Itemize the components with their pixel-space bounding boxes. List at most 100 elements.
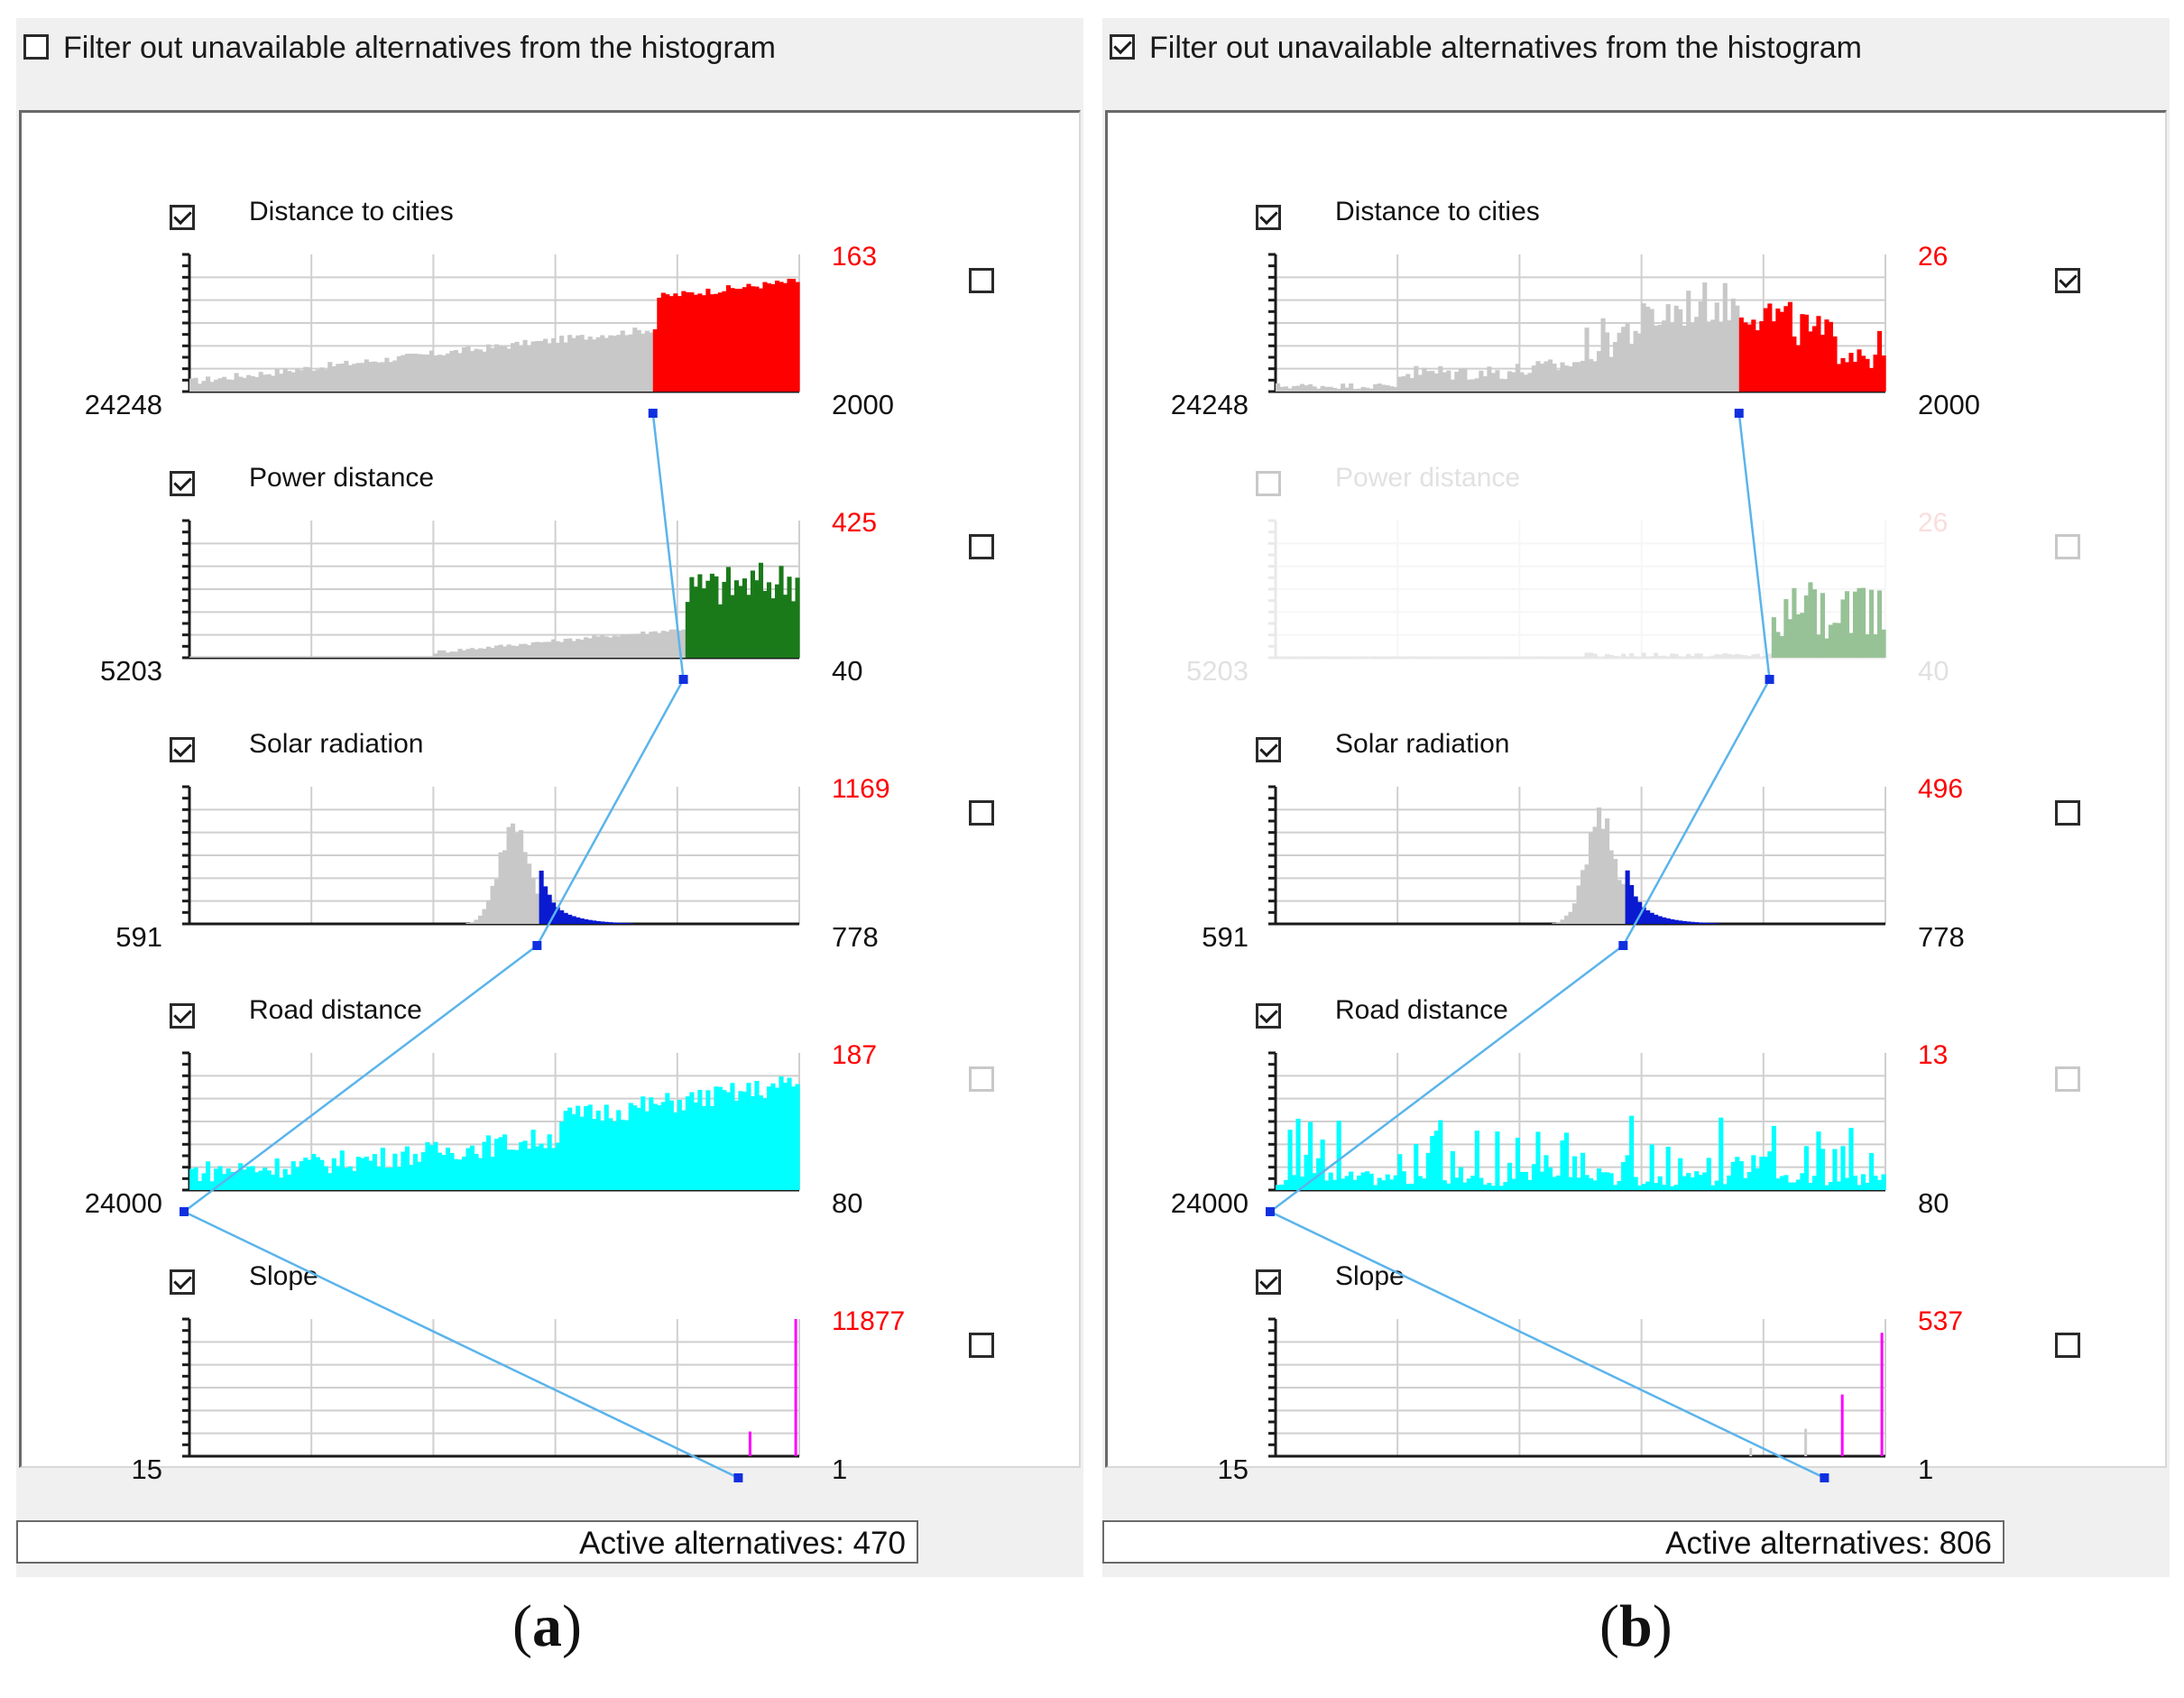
criterion-enable-checkbox[interactable]: [170, 1269, 195, 1295]
histogram-bar: [1507, 1162, 1512, 1190]
histogram-bar: [1466, 379, 1471, 392]
histogram-bar: [758, 562, 764, 658]
filter-checkbox[interactable]: [23, 34, 49, 60]
threshold-marker[interactable]: [648, 409, 658, 418]
criterion-enable-checkbox[interactable]: [170, 471, 195, 496]
histogram-bar: [1751, 1155, 1756, 1190]
criterion-enable-checkbox[interactable]: [1256, 1003, 1281, 1029]
criterion-side-checkbox[interactable]: [2055, 1333, 2080, 1358]
histogram-bar: [1328, 1172, 1333, 1190]
criterion-side-checkbox[interactable]: [2055, 268, 2080, 293]
threshold-marker[interactable]: [1820, 1473, 1829, 1482]
histogram-bar: [1584, 652, 1590, 658]
histogram-bar: [1568, 1177, 1573, 1190]
criterion-enable-checkbox[interactable]: [1256, 1269, 1281, 1295]
filter-checkbox[interactable]: [1110, 34, 1135, 60]
threshold-marker[interactable]: [1734, 409, 1744, 418]
histogram-bar: [498, 644, 503, 658]
histogram-bar: [1336, 1121, 1341, 1190]
threshold-marker[interactable]: [1765, 675, 1774, 684]
threshold-marker[interactable]: [733, 1473, 743, 1482]
criterion-row: Road distance 24000 80 187: [85, 995, 877, 1219]
histogram-bar: [360, 656, 365, 658]
criterion-enable-checkbox[interactable]: [1256, 737, 1281, 762]
histogram-bar: [1341, 1178, 1346, 1190]
criterion-enable-checkbox[interactable]: [170, 205, 195, 230]
histogram-bar: [1751, 319, 1756, 392]
criterion-side-checkbox[interactable]: [2055, 1066, 2080, 1092]
histogram-bar: [1417, 1176, 1423, 1190]
histogram-bar: [1735, 653, 1740, 658]
threshold-marker[interactable]: [678, 675, 688, 684]
histogram-bar: [1755, 330, 1760, 392]
histogram-bar: [714, 293, 719, 392]
criterion-enable-checkbox[interactable]: [170, 1003, 195, 1029]
histogram-bar: [559, 336, 565, 392]
histogram-bar: [632, 633, 638, 658]
histogram-bar: [420, 656, 426, 658]
histogram-bar: [522, 643, 528, 658]
histogram-bar: [1320, 1140, 1325, 1190]
histogram-bar: [1560, 1140, 1565, 1190]
axis-left-value: 24000: [85, 1187, 162, 1219]
histogram-bar: [1811, 1176, 1817, 1190]
histogram-bar: [1539, 656, 1545, 658]
histogram-bar: [1735, 305, 1740, 392]
criterion-side-checkbox[interactable]: [969, 534, 994, 559]
histogram-bar: [535, 893, 540, 924]
filter-label[interactable]: Filter out unavailable alternatives from…: [1149, 31, 1862, 65]
max-count-label: 11877: [832, 1306, 905, 1336]
histogram-bar: [274, 368, 280, 392]
histogram-bar: [1844, 1177, 1850, 1190]
criterion-side-checkbox[interactable]: [2055, 800, 2080, 826]
histogram-bar: [477, 1158, 484, 1190]
histogram-bar: [409, 353, 414, 392]
criterion-side-checkbox[interactable]: [969, 1333, 994, 1358]
threshold-marker[interactable]: [180, 1207, 189, 1216]
criterion-side-checkbox[interactable]: [969, 800, 994, 826]
max-count-label: 187: [832, 1040, 877, 1070]
threshold-marker[interactable]: [532, 941, 542, 950]
criterion-enable-checkbox[interactable]: [170, 737, 195, 762]
histogram-bar: [1589, 1177, 1594, 1190]
histogram-bar: [1560, 919, 1565, 924]
histogram-bar: [1405, 656, 1411, 658]
histogram-bar: [750, 570, 756, 658]
histogram-bar: [1563, 365, 1570, 392]
histogram-bar: [477, 648, 484, 658]
histogram-bar: [1349, 383, 1354, 392]
criterion-name: Distance to cities: [249, 197, 454, 226]
histogram-bar: [1763, 1157, 1768, 1190]
histogram-bar: [1868, 1153, 1875, 1190]
histogram-bar: [681, 629, 687, 658]
histogram-bar: [1637, 1185, 1643, 1190]
histogram-bar: [193, 377, 198, 392]
criterion-enable-checkbox[interactable]: [1256, 471, 1281, 496]
histogram-bar: [559, 1121, 565, 1190]
threshold-marker[interactable]: [1266, 1207, 1275, 1216]
criterion-side-checkbox[interactable]: [2055, 534, 2080, 559]
histogram-bar: [539, 340, 544, 392]
histogram-bar: [1401, 376, 1406, 392]
filter-label[interactable]: Filter out unavailable alternatives from…: [63, 31, 776, 65]
histogram-bar: [1820, 335, 1825, 392]
histogram-bar: [490, 1156, 495, 1190]
histogram-bar: [1576, 1177, 1581, 1190]
criterion-side-checkbox[interactable]: [969, 268, 994, 293]
histogram-bar: [563, 912, 568, 924]
criterion-enable-checkbox[interactable]: [1256, 205, 1281, 230]
histogram-bar: [539, 641, 544, 658]
axis-right-value: 40: [1918, 655, 1949, 687]
histogram-bar: [665, 1093, 670, 1190]
histogram-bar: [1544, 361, 1549, 392]
criterion-name: Slope: [1335, 1261, 1405, 1291]
histogram-bar: [1783, 599, 1789, 658]
histogram-bar: [1665, 304, 1671, 392]
histogram-bar: [461, 1156, 467, 1190]
criterion-side-checkbox[interactable]: [969, 1066, 994, 1092]
threshold-marker[interactable]: [1618, 941, 1628, 950]
histogram-bar: [1811, 589, 1817, 658]
histogram-bar: [1633, 330, 1638, 392]
histogram-bar: [1405, 1184, 1411, 1190]
histogram-bar: [327, 656, 333, 658]
